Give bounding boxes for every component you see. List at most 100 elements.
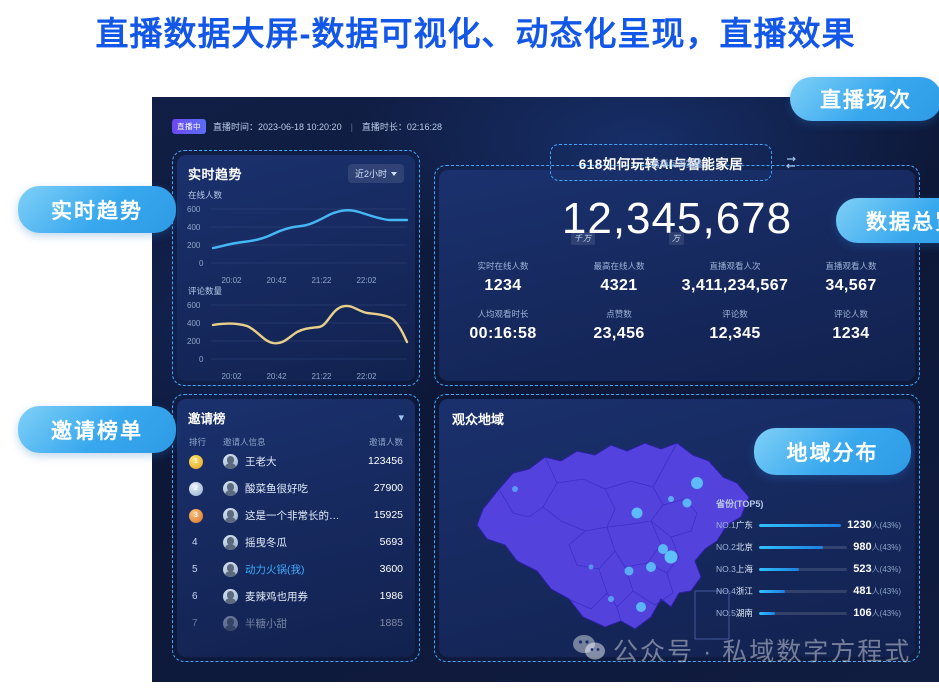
callout-live-sessions[interactable]: 直播场次 xyxy=(790,77,939,121)
data-overview-panel: 12,345,678 千万 万 实时在线人数 1234 最高在线人数 4321 … xyxy=(434,165,920,386)
province-value: 523 xyxy=(853,563,872,575)
callout-label: 数据总览 xyxy=(866,210,939,234)
svg-text:600: 600 xyxy=(187,205,201,214)
avatar xyxy=(223,508,238,523)
province-percent: (43%) xyxy=(879,543,901,552)
chevron-down-icon[interactable]: ▾ xyxy=(398,412,404,424)
callout-label: 邀请榜单 xyxy=(51,419,143,443)
rank-column-headers: 排行 邀请人信息 邀请人数 xyxy=(177,427,415,448)
time-range-dropdown[interactable]: 近2小时 xyxy=(347,164,404,183)
metric-key: 直播观看人数 xyxy=(825,261,877,271)
wechat-icon xyxy=(572,633,606,668)
list-item[interactable]: NO.3上海 523人(43%) xyxy=(716,563,901,575)
table-row[interactable]: 6 麦辣鸡也用券 1986 xyxy=(177,583,415,610)
chevron-down-icon xyxy=(391,171,397,176)
province-bar xyxy=(758,567,848,571)
province-top5-list: 省份(TOP5) NO.1广东 1230人(43%) NO.2北京 980人(4… xyxy=(716,497,901,629)
swap-icon[interactable] xyxy=(784,155,798,171)
comment-chart-xaxis: 20:02 20:42 21:22 22:02 xyxy=(179,371,415,381)
province-rank: NO.2 xyxy=(716,542,736,552)
invite-leaderboard-panel: 邀请榜 ▾ 排行 邀请人信息 邀请人数 1 王老大 123456 2 酸菜鱼很好… xyxy=(172,394,420,662)
inviter-name: 半糖小甜 xyxy=(245,618,287,630)
table-row[interactable]: 3 这是一个非常长的名字... 15925 xyxy=(177,502,415,529)
list-item[interactable]: NO.5湖南 106人(43%) xyxy=(716,607,901,619)
room-title-text: 618如何玩转AI与智能家居 xyxy=(578,156,744,172)
metric-value: 34,567 xyxy=(825,277,877,294)
callout-realtime-trend[interactable]: 实时趋势 xyxy=(18,186,176,233)
watermark-text: 公众号 · 私域数字方程式 xyxy=(613,638,912,666)
avatar xyxy=(223,454,238,469)
province-list-title: 省份(TOP5) xyxy=(716,499,764,509)
rank-number: 4 xyxy=(192,537,198,548)
list-item[interactable]: NO.4浙江 481人(43%) xyxy=(716,585,901,597)
china-map[interactable] xyxy=(465,421,765,656)
watermark: 公众号 · 私域数字方程式 xyxy=(572,632,911,668)
metric-value: 23,456 xyxy=(593,325,645,342)
province-value: 481 xyxy=(853,585,872,597)
rank-number: 7 xyxy=(192,618,198,629)
invite-count: 1885 xyxy=(379,617,403,630)
rank-panel-title: 邀请榜 xyxy=(188,412,226,426)
table-row[interactable]: 7 半糖小甜 1885 xyxy=(177,610,415,637)
medal-bronze-icon: 3 xyxy=(189,508,203,523)
status-bar: 直播中 直播时间：2023-06-18 10:20:20 | 直播时长：02:1… xyxy=(172,119,442,134)
metric-value: 12,345 xyxy=(709,325,761,342)
metric-key: 实时在线人数 xyxy=(477,261,529,271)
inviter-name: 摇曳冬瓜 xyxy=(245,537,287,549)
table-row[interactable]: 4 摇曳冬瓜 5693 xyxy=(177,529,415,556)
invite-count: 15925 xyxy=(373,509,403,522)
metric-commenters: 评论人数 1234 xyxy=(793,308,909,343)
svg-text:0: 0 xyxy=(199,259,204,268)
total-views-value-wrap: 12,345,678 千万 万 xyxy=(439,170,915,245)
province-percent: (43%) xyxy=(879,521,901,530)
online-chart-xaxis: 20:02 20:42 21:22 22:02 xyxy=(179,275,415,285)
table-row[interactable]: 2 酸菜鱼很好吃 27900 xyxy=(177,475,415,502)
callout-region-distribution[interactable]: 地域分布 xyxy=(754,428,911,475)
page-title: 直播数据大屏-数据可视化、动态化呈现，直播效果 xyxy=(0,0,939,62)
metrics-row-2: 人均观看时长 00:16:58 点赞数 23,456 评论数 12,345 评论… xyxy=(439,295,915,343)
table-row[interactable]: 5 动力火锅(我) 3600 xyxy=(177,556,415,583)
callout-invite-ranking[interactable]: 邀请榜单 xyxy=(18,406,176,453)
province-rank: NO.5 xyxy=(716,608,736,618)
province-bar xyxy=(758,589,848,593)
rank-number: 5 xyxy=(192,564,198,575)
col-rank: 排行 xyxy=(189,437,207,447)
invite-count: 1986 xyxy=(379,590,403,603)
province-percent: (43%) xyxy=(879,565,901,574)
metric-comments: 评论数 12,345 xyxy=(677,308,793,343)
svg-text:200: 200 xyxy=(187,337,201,346)
online-count-chart: 600 400 200 0 20:02 20:42 21:22 22:02 xyxy=(179,201,415,285)
province-percent: (43%) xyxy=(879,609,901,618)
province-name: 北京 xyxy=(735,542,753,552)
province-name: 湖南 xyxy=(735,608,753,618)
inviter-name: 这是一个非常长的名字... xyxy=(245,510,347,522)
x-tick: 22:02 xyxy=(356,372,377,381)
time-range-value: 近2小时 xyxy=(354,169,387,179)
svg-text:0: 0 xyxy=(199,355,204,364)
table-row[interactable]: 1 王老大 123456 xyxy=(177,448,415,475)
invite-count: 3600 xyxy=(379,563,403,576)
metric-viewers: 直播观看人数 34,567 xyxy=(793,260,909,295)
trend-panel-title: 实时趋势 xyxy=(188,167,243,182)
callout-data-overview[interactable]: 数据总览 xyxy=(836,198,939,243)
metric-value: 1234 xyxy=(484,277,522,294)
list-item[interactable]: NO.1广东 1230人(43%) xyxy=(716,519,901,531)
realtime-trend-panel: 实时趋势 近2小时 在线人数 600 400 200 0 xyxy=(172,150,420,386)
province-value: 1230 xyxy=(847,519,872,531)
list-item[interactable]: NO.2北京 980人(43%) xyxy=(716,541,901,553)
unit-wan: 万 xyxy=(669,232,684,245)
live-time-label: 直播时间：2023-06-18 10:20:20 xyxy=(213,122,342,132)
svg-text:600: 600 xyxy=(187,301,201,310)
province-bar xyxy=(758,611,848,615)
rank-number: 6 xyxy=(192,591,198,602)
callout-label: 直播场次 xyxy=(820,89,912,112)
invite-count: 27900 xyxy=(373,482,403,495)
province-value: 980 xyxy=(853,541,872,553)
invite-count: 5693 xyxy=(379,536,403,549)
page-title-text: 直播数据大屏-数据可视化、动态化呈现，直播效果 xyxy=(95,15,856,52)
metric-value: 3,411,234,567 xyxy=(681,277,789,294)
metric-value: 1234 xyxy=(832,325,870,342)
inviter-name: 王老大 xyxy=(245,456,277,468)
metric-key: 人均观看时长 xyxy=(477,309,529,319)
x-tick: 20:42 xyxy=(266,372,287,381)
